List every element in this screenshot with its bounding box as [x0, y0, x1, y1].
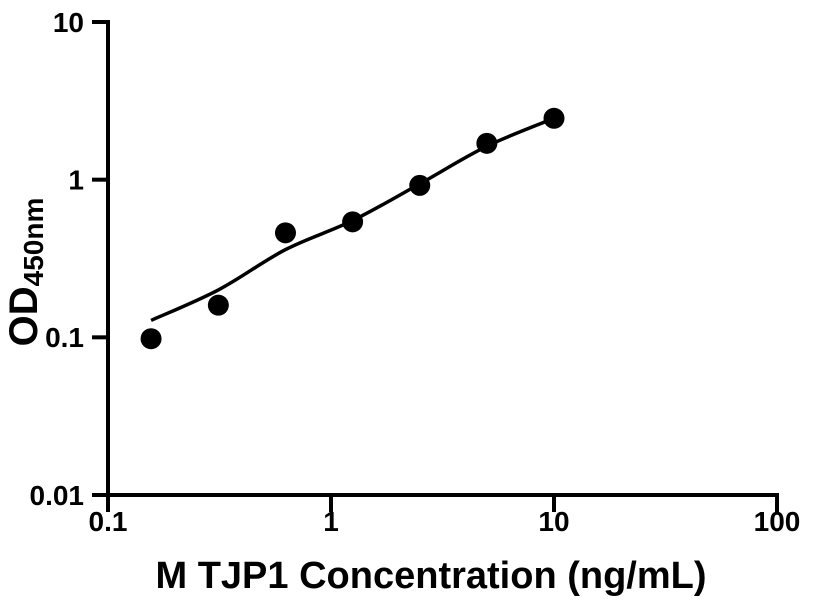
y-tick-label-10: 10: [53, 7, 84, 38]
x-tick-label-10: 10: [538, 506, 569, 537]
x-tick-label-0.1: 0.1: [89, 506, 128, 537]
y-axis-title: OD450nm: [2, 198, 50, 347]
y-axis-title-subscript: 450nm: [18, 197, 49, 287]
y-tick-label-0.1: 0.1: [45, 322, 84, 353]
x-axis-title: M TJP1 Concentration (ng/mL): [155, 555, 707, 597]
data-point-0.156: [140, 328, 162, 350]
data-point-0.3125: [207, 294, 229, 316]
data-point-2.5: [409, 174, 431, 196]
y-tick-label-0.01: 0.01: [30, 480, 85, 511]
y-tick-label-1: 1: [68, 164, 84, 195]
y-axis-title-main: OD: [2, 286, 46, 347]
x-tick-label-1: 1: [323, 506, 339, 537]
axis-spines: [106, 20, 779, 497]
data-point-5: [476, 132, 498, 154]
data-point-1.25: [342, 211, 364, 233]
data-point-10: [543, 107, 565, 129]
data-point-0.625: [274, 222, 296, 244]
x-tick-label-100: 100: [754, 506, 801, 537]
